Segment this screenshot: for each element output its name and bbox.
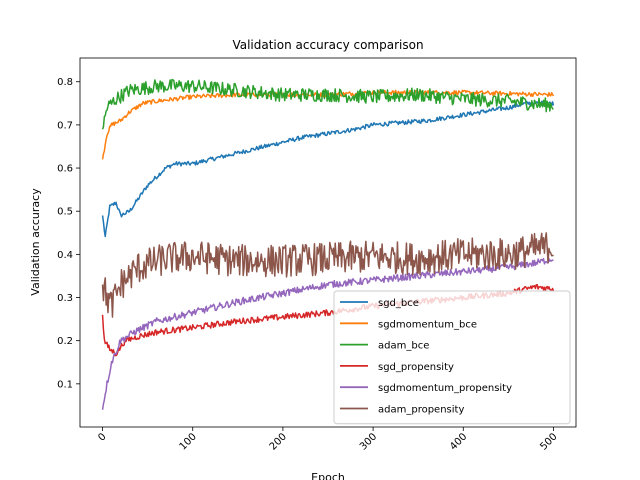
x-tick-label: 200 — [268, 431, 289, 452]
y-tick-label: 0.7 — [57, 120, 73, 131]
series-line-adam_bce — [101, 78, 554, 130]
y-tick-label: 0.2 — [57, 336, 73, 347]
y-axis-label: Validation accuracy — [29, 188, 42, 296]
legend-label: sgd_bce — [378, 298, 419, 309]
legend-box — [333, 290, 571, 425]
y-tick-label: 0.3 — [57, 293, 73, 304]
series-layer — [101, 78, 555, 410]
x-tick-label: 100 — [178, 431, 199, 452]
legend-label: sgd_propensity — [378, 362, 454, 373]
chart-title: Validation accuracy comparison — [232, 38, 423, 52]
legend: sgd_bce sgdmomentum_bce adam_bce sgd_propen… — [333, 290, 571, 425]
y-axis: 0.1 0.2 0.3 0.4 0.5 0.6 0.7 0.8 — [57, 77, 80, 390]
legend-label: adam_propensity — [378, 405, 464, 416]
x-tick-label: 300 — [358, 431, 379, 452]
x-tick-label: 0 — [96, 431, 108, 443]
legend-label: adam_bce — [378, 341, 429, 352]
plot-frame — [79, 57, 577, 428]
y-tick-label: 0.8 — [57, 77, 73, 88]
y-tick-label: 0.1 — [57, 379, 73, 390]
legend-label: sgdmomentum_propensity — [378, 383, 512, 394]
y-tick-label: 0.6 — [57, 164, 73, 175]
x-tick-label: 400 — [448, 431, 469, 452]
series-line-sgd_bce — [101, 100, 555, 238]
x-axis: 0 100 200 300 400 500 — [96, 427, 560, 453]
series-line-sgdmomentum_propensity — [101, 257, 554, 410]
y-tick-label: 0.5 — [57, 207, 73, 218]
series-line-adam_propensity — [101, 232, 554, 318]
x-tick-label: 500 — [538, 431, 559, 452]
legend-label: sgdmomentum_bce — [378, 319, 477, 330]
y-tick-label: 0.4 — [57, 250, 73, 261]
x-axis-label: Epoch — [311, 471, 345, 480]
